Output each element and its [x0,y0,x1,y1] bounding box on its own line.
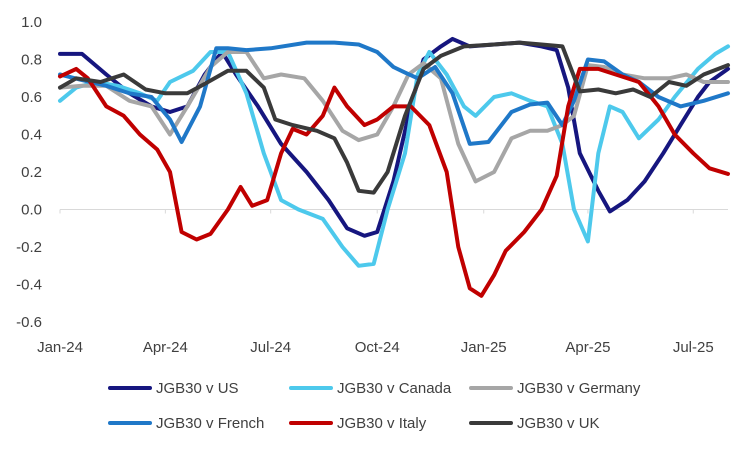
y-tick-label: -0.2 [16,239,42,256]
y-tick-label: -0.6 [16,314,42,331]
y-tick-label: 0.4 [21,127,42,144]
x-tick-label: Apr-24 [143,339,188,356]
legend-label: JGB30 v Italy [337,415,427,432]
x-axis-tick-labels: Jan-24 Apr-24 Jul-24 Oct-24 Jan-25 Apr-25 Jul-… [37,209,714,356]
y-tick-label: -0.4 [16,277,42,294]
series-line-4 [58,40,730,146]
series-line-2 [58,44,730,268]
y-axis-tick-labels: 1.0 0.8 0.6 0.4 0.2 0.0 -0.2 -0.4 -0.6 [16,14,42,331]
x-tick-label: Jul-24 [250,339,291,356]
legend-label: JGB30 v Canada [337,380,452,397]
y-tick-label: 0.2 [21,164,42,181]
legend-label: JGB30 v UK [517,415,600,432]
y-tick-label: 0.0 [21,202,42,219]
x-tick-label: Oct-24 [355,339,400,356]
series-line-5 [58,66,730,298]
y-tick-label: 1.0 [21,14,42,31]
x-tick-label: Apr-25 [565,339,610,356]
x-tick-label: Jan-25 [461,339,507,356]
x-tick-label: Jan-24 [37,339,83,356]
legend-label: JGB30 v French [156,415,264,432]
y-tick-label: 0.6 [21,89,42,106]
series-lines [58,36,730,298]
legend: JGB30 v US JGB30 v Canada JGB30 v Germany J… [108,380,641,432]
series-line-6 [58,40,730,195]
y-tick-label: 0.8 [21,52,42,69]
x-tick-label: Jul-25 [673,339,714,356]
legend-label: JGB30 v US [156,380,239,397]
legend-label: JGB30 v Germany [517,380,641,397]
